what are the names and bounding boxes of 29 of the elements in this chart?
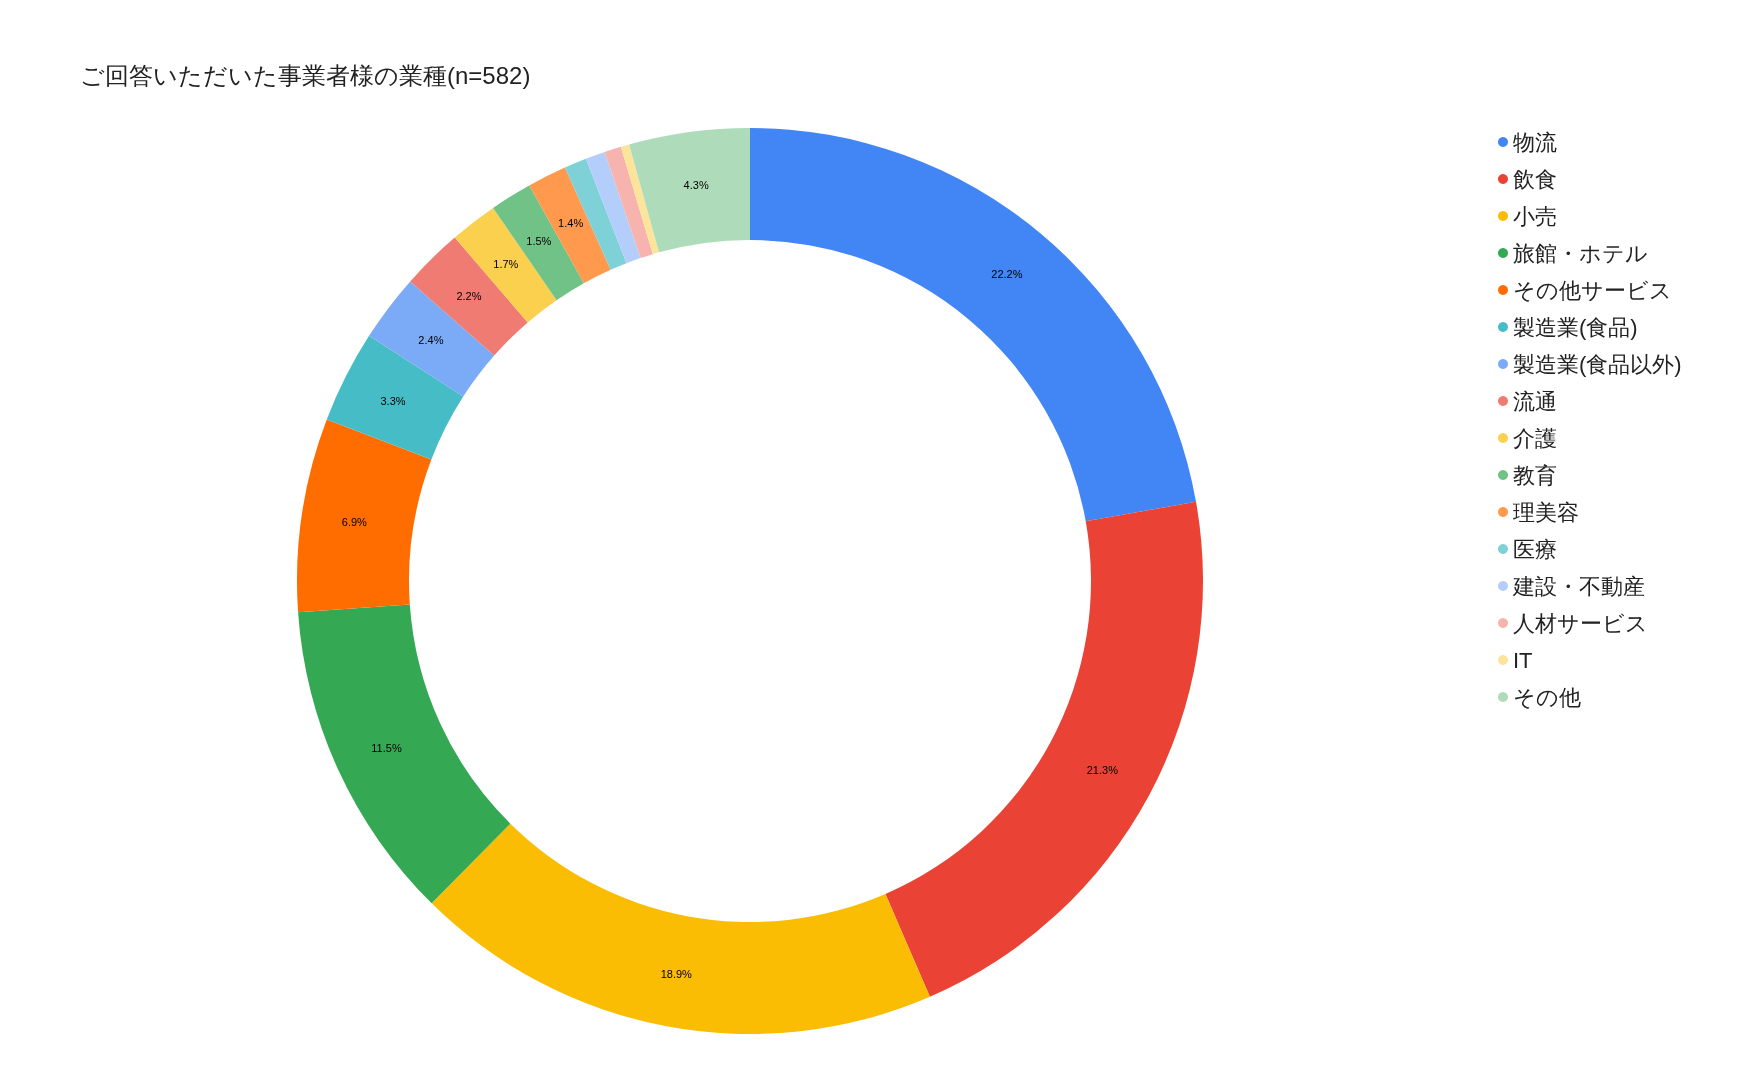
legend-label: 医療 (1513, 536, 1557, 562)
legend-label: 飲食 (1513, 166, 1557, 192)
data-label: 4.3% (683, 178, 709, 191)
data-label: 1.5% (526, 235, 552, 248)
legend-label: 教育 (1513, 462, 1557, 488)
data-label: 1.4% (558, 217, 584, 230)
data-label: 18.9% (660, 968, 693, 981)
legend-label: 建設・不動産 (1512, 573, 1645, 599)
legend-label: 物流 (1513, 129, 1557, 155)
chart-title: ご回答いただいた事業者様の業種(n=582) (80, 61, 531, 89)
data-label: 11.5% (371, 741, 402, 754)
data-label: 2.2% (456, 290, 482, 303)
data-label: 22.2% (991, 268, 1023, 281)
data-label: 1.7% (493, 258, 519, 271)
legend-label: 人材サービス (1513, 610, 1648, 636)
legend-label: その他サービス (1513, 277, 1672, 303)
legend-label: 製造業(食品) (1513, 314, 1638, 340)
legend-label: 製造業(食品以外) (1513, 351, 1682, 377)
legend-label: IT (1513, 647, 1533, 673)
legend-label: その他 (1513, 684, 1581, 710)
legend-label: 理美容 (1513, 499, 1579, 525)
legend-label: 介護 (1513, 425, 1557, 451)
legend-label: 旅館・ホテル (1513, 240, 1648, 266)
legend-label: 小売 (1513, 203, 1557, 229)
legend-label: 流通 (1513, 388, 1557, 414)
data-label: 21.3% (1086, 764, 1119, 777)
data-label: 3.3% (380, 394, 406, 407)
data-label: 6.9% (341, 516, 368, 529)
data-label: 2.4% (418, 333, 444, 346)
